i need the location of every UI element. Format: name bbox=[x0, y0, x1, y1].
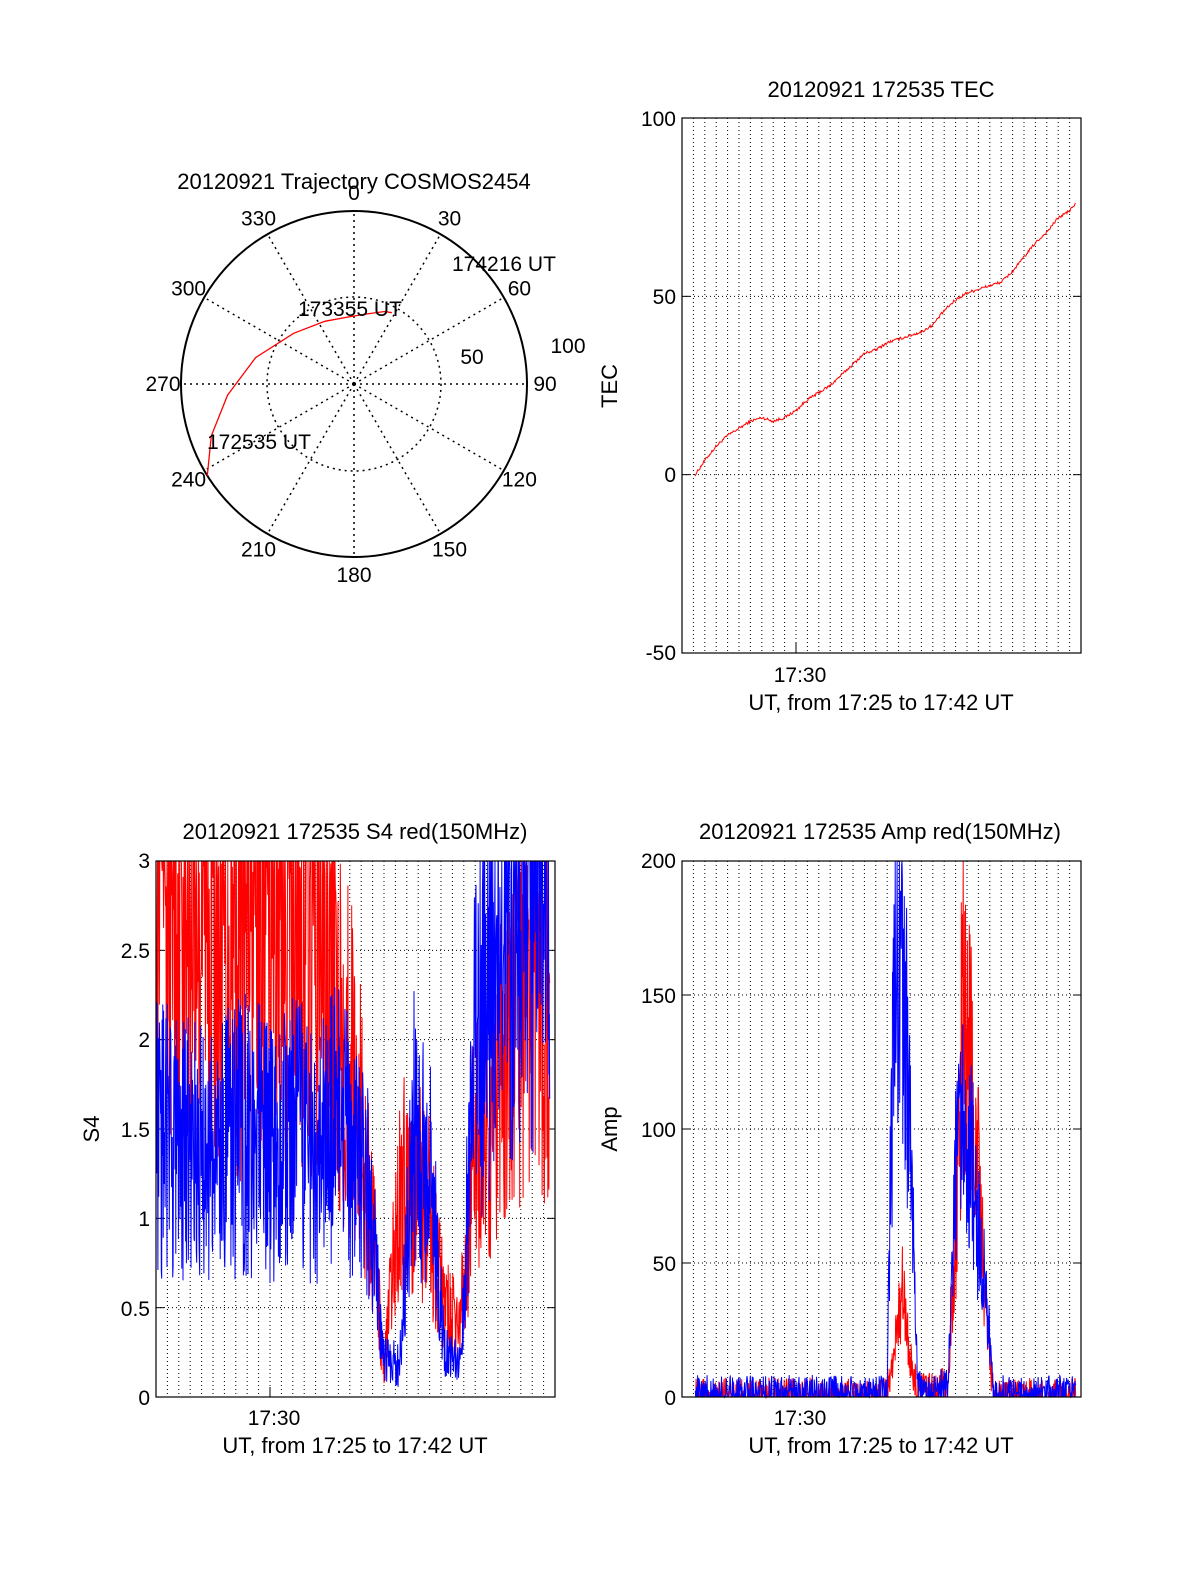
polar-spoke bbox=[203, 383, 355, 472]
annotation-start-time: 172535 UT bbox=[207, 431, 311, 454]
tec-plot: 20120921 172535 TEC TEC UT, from 17:25 t… bbox=[597, 77, 1082, 715]
polar-outer-circle bbox=[180, 210, 528, 558]
tec-ylabel: TEC bbox=[597, 364, 622, 408]
trajectory-track-line bbox=[206, 310, 393, 476]
red-series-line bbox=[155, 860, 551, 1383]
polar-spokes bbox=[181, 211, 527, 557]
tec-y-tick-label: 0 bbox=[664, 464, 676, 487]
amp-y-tick-label: 100 bbox=[641, 1119, 676, 1142]
s4-y-tick-label: 1 bbox=[138, 1208, 150, 1231]
polar-spoke bbox=[266, 383, 355, 535]
polar-angle-labels: 0 30 60 90 120 150 180 210 240 270 300 330 bbox=[145, 182, 556, 587]
s4-y-tick-label: 1.5 bbox=[121, 1119, 150, 1142]
polar-angle-label: 240 bbox=[171, 469, 206, 492]
annotation-end-time: 174216 UT bbox=[452, 253, 556, 276]
tec-y-tick-label: -50 bbox=[646, 642, 676, 665]
polar-angle-label: 180 bbox=[336, 564, 371, 587]
trajectory-polar-plot: 20120921 Trajectory COSMOS2454 0 30 60 90 12… bbox=[145, 169, 585, 587]
polar-angle-label: 150 bbox=[432, 538, 467, 561]
polar-angle-label: 210 bbox=[241, 538, 276, 561]
red-series-line bbox=[694, 202, 1076, 477]
polar-inner-circle bbox=[266, 296, 442, 472]
s4-x-tick-label: 17:30 bbox=[248, 1407, 301, 1430]
polar-spoke bbox=[266, 233, 355, 385]
amp-y-tick-label: 50 bbox=[653, 1253, 676, 1276]
polar-radius-label-50: 50 bbox=[460, 346, 483, 369]
s4-xlabel: UT, from 17:25 to 17:42 UT bbox=[222, 1433, 487, 1458]
s4-title: 20120921 172535 S4 red(150MHz) bbox=[183, 819, 528, 844]
polar-angle-label: 330 bbox=[241, 208, 276, 231]
polar-angle-label: 270 bbox=[145, 373, 180, 396]
polar-radius-label-100: 100 bbox=[550, 335, 585, 358]
s4-y-tick-label: 2 bbox=[138, 1029, 150, 1052]
polar-angle-label: 300 bbox=[171, 278, 206, 301]
polar-spoke bbox=[353, 383, 505, 472]
amp-plot: 20120921 172535 Amp red(150MHz) Amp UT, … bbox=[597, 819, 1082, 1458]
polar-angle-label: 30 bbox=[438, 208, 461, 231]
polar-spoke bbox=[353, 296, 505, 385]
blue-series-line bbox=[155, 860, 551, 1387]
tec-title: 20120921 172535 TEC bbox=[767, 77, 994, 102]
amp-ylabel: Amp bbox=[597, 1106, 622, 1151]
amp-title: 20120921 172535 Amp red(150MHz) bbox=[699, 819, 1061, 844]
plot-frame bbox=[681, 117, 1082, 654]
polar-angle-label: 0 bbox=[348, 182, 360, 205]
s4-y-tick-label: 0.5 bbox=[121, 1298, 150, 1321]
amp-y-tick-label: 0 bbox=[664, 1387, 676, 1410]
polar-spoke bbox=[353, 233, 442, 385]
amp-y-tick-label: 200 bbox=[641, 850, 676, 873]
plot-frame bbox=[681, 860, 1082, 1398]
s4-y-tick-label: 0 bbox=[138, 1387, 150, 1410]
polar-angle-label: 90 bbox=[533, 373, 556, 396]
s4-plot: 20120921 172535 S4 red(150MHz) S4 UT, fr… bbox=[79, 819, 556, 1458]
polar-spoke bbox=[203, 296, 355, 385]
s4-ylabel: S4 bbox=[79, 1116, 104, 1143]
polar-angle-label: 60 bbox=[508, 278, 531, 301]
polar-title: 20120921 Trajectory COSMOS2454 bbox=[177, 169, 530, 194]
s4-y-tick-label: 2.5 bbox=[121, 940, 150, 963]
tec-y-tick-label: 100 bbox=[641, 108, 676, 131]
annotation-mid-time: 173355 UT bbox=[298, 298, 402, 321]
tec-y-tick-label: 50 bbox=[653, 286, 676, 309]
plot-frame bbox=[155, 860, 556, 1398]
polar-angle-label: 120 bbox=[502, 469, 537, 492]
tec-xlabel: UT, from 17:25 to 17:42 UT bbox=[748, 690, 1013, 715]
polar-spoke bbox=[353, 383, 442, 535]
amp-y-tick-label: 150 bbox=[641, 985, 676, 1008]
amp-xlabel: UT, from 17:25 to 17:42 UT bbox=[748, 1433, 1013, 1458]
amp-x-tick-label: 17:30 bbox=[774, 1407, 827, 1430]
tec-x-tick-label: 17:30 bbox=[774, 664, 827, 687]
s4-y-tick-label: 3 bbox=[138, 850, 150, 873]
